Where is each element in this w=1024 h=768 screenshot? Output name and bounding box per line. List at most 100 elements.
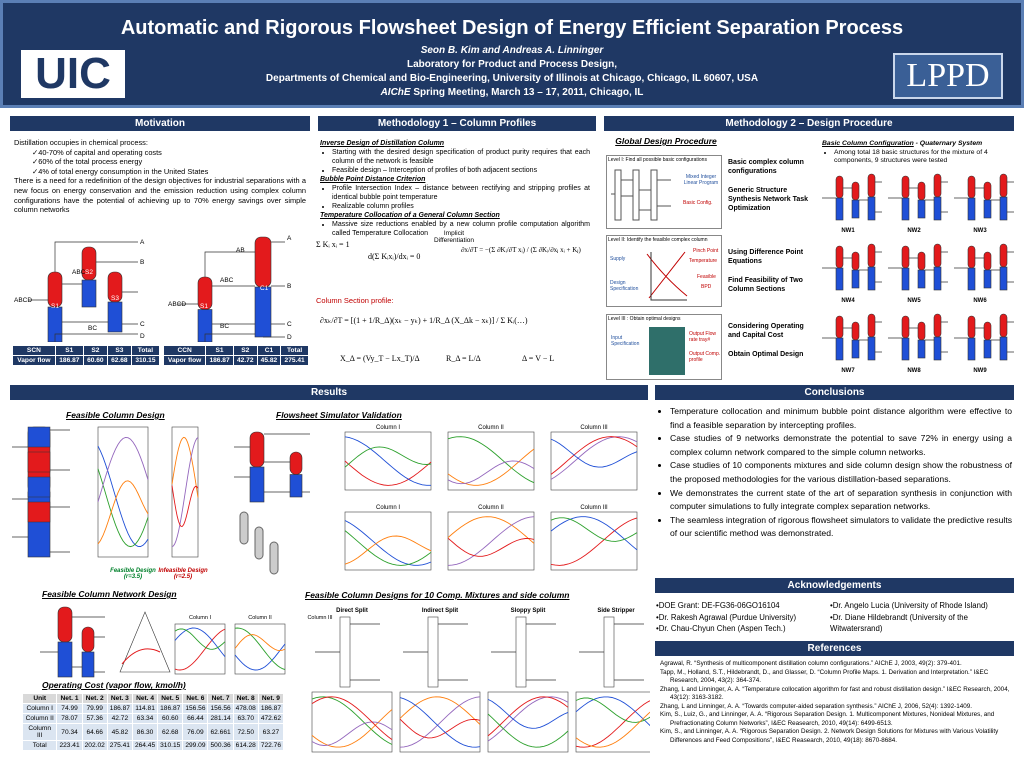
equation: Δ = V − L: [522, 354, 555, 363]
bullet: Profile Intersection Index – distance be…: [332, 184, 590, 202]
column-bottom: [249, 466, 265, 503]
table-cell: 275.41: [106, 740, 133, 751]
table-cell: 186.87: [205, 355, 234, 366]
network-label: NW7: [841, 368, 855, 374]
column-top: [289, 451, 303, 475]
curve: [344, 446, 432, 468]
table-cell: 186.87: [54, 355, 84, 366]
label: ABC: [72, 269, 86, 276]
curve: [550, 517, 638, 566]
caption: Feasible Column Designs for 10 Comp. Mix…: [305, 590, 570, 600]
column-bottom: [81, 279, 97, 308]
reference: Kim, S., Luiz, G., and Linninger, A. A. …: [660, 711, 995, 727]
section-header: Methodology 1 – Column Profiles: [318, 116, 596, 131]
label: Column Section profile:: [316, 296, 394, 305]
conclusion: The seamless integration of rigorous flo…: [670, 514, 1012, 541]
table-cell: 42.72: [232, 355, 258, 366]
table-header-cell: C1: [256, 345, 282, 356]
curve: [447, 436, 535, 484]
chart-title: Column II: [478, 425, 504, 431]
column-top: [999, 313, 1008, 338]
column-top: [254, 236, 272, 288]
column-top: [983, 181, 992, 201]
curve: [344, 460, 432, 486]
ack-left: DOE Grant: DE-FG36-06GO16104Dr. Rakesh A…: [656, 600, 826, 635]
column-section: [27, 501, 51, 523]
chart-frame: [550, 431, 638, 491]
table-cell: 60.60: [82, 355, 108, 366]
table-cell: 299.09: [182, 740, 209, 751]
meeting-text: Spring Meeting, March 13 – 17, 2011, Chi…: [410, 87, 644, 98]
label: S2: [232, 269, 240, 276]
equation: R_Δ = L/Δ: [446, 354, 481, 363]
subfig-title: Sloppy Split: [511, 608, 546, 614]
reference: Kim, S., and Linninger, A. A. “Rigorous …: [660, 728, 999, 744]
column: [515, 616, 527, 688]
column-bottom: [867, 336, 876, 361]
curve: [550, 436, 638, 475]
curve: [399, 696, 481, 725]
column-top: [901, 175, 910, 199]
scn-table: SCN S1 S2 S3 Total Vapor flow 186.87 60.60 62.68…: [12, 345, 161, 366]
table-cell: 63.27: [257, 723, 285, 741]
stream: [954, 181, 1014, 213]
chart-title: Column III: [307, 615, 333, 621]
caption: Infeasible Design (r=2.5): [158, 568, 208, 580]
chart-title: Column III: [580, 505, 608, 511]
column-top: [983, 251, 992, 271]
column: [427, 616, 439, 688]
label: Design Specification: [610, 280, 639, 292]
curve: [311, 696, 393, 745]
ack-item: Dr. Chau-Chyun Chen (Aspen Tech.): [656, 623, 826, 635]
chart-title: Column II: [478, 505, 504, 511]
table-cell: 45.82: [106, 723, 133, 741]
label: ABC: [220, 277, 234, 284]
bullet-list: Massive size reductions enabled by a new…: [320, 220, 590, 238]
triangle: [119, 611, 171, 673]
bullet: Starting with the desired design specifi…: [332, 148, 590, 166]
network-grid: NW1 NW2 NW3 NW4 NW5 NW6 NW7 NW8 NW9: [822, 173, 1014, 374]
table-cell: 64.66: [81, 723, 108, 741]
curve: [97, 480, 149, 545]
column-bottom: [901, 197, 910, 221]
curve: [97, 437, 149, 503]
label: Output Flow rate tray#: [689, 331, 716, 343]
subfig-title: Side Stripper: [597, 608, 635, 614]
label: Temperature: [689, 258, 718, 264]
table-cell: 72.50: [232, 723, 259, 741]
reference: Zhang, L and Linninger, A. A. “Towards c…: [660, 702, 972, 710]
curve: [487, 696, 569, 742]
curve: [234, 627, 286, 671]
chart-title: Column II: [248, 615, 272, 621]
section-header: Conclusions: [655, 385, 1014, 400]
column-bottom: [47, 306, 63, 342]
table-cell: 62.68: [106, 355, 132, 366]
level-notes: Considering Operating and Capital Cost Ob…: [728, 322, 812, 359]
table-header-cell: S1: [205, 345, 234, 356]
curve: [171, 485, 199, 527]
column-bottom: [289, 474, 303, 498]
curve: [487, 696, 569, 737]
network-sketch: [611, 169, 671, 221]
section-header: Methodology 2 – Design Procedure: [604, 116, 1014, 131]
column-bottom: [867, 196, 876, 221]
ack-item: Dr. Angelo Lucia (University of Rhode Is…: [830, 600, 1014, 612]
network-label: NW5: [907, 298, 921, 304]
column-bottom: [254, 286, 272, 338]
curve: [311, 709, 393, 748]
network-label: NW3: [973, 228, 987, 234]
table-header-cell: Total: [280, 345, 309, 356]
column-top: [999, 243, 1008, 268]
curve: [575, 697, 650, 723]
bullet: Realizable column profiles: [332, 202, 590, 211]
stream: [579, 623, 644, 681]
chart-frame: [447, 511, 535, 571]
column: [603, 616, 615, 688]
column-section: [27, 451, 51, 473]
curve: [311, 721, 393, 746]
curve: [234, 643, 286, 671]
stream: [12, 429, 70, 553]
label: Level I: Find all possible basic configu…: [608, 157, 707, 163]
chart-title: Column III: [580, 425, 608, 431]
